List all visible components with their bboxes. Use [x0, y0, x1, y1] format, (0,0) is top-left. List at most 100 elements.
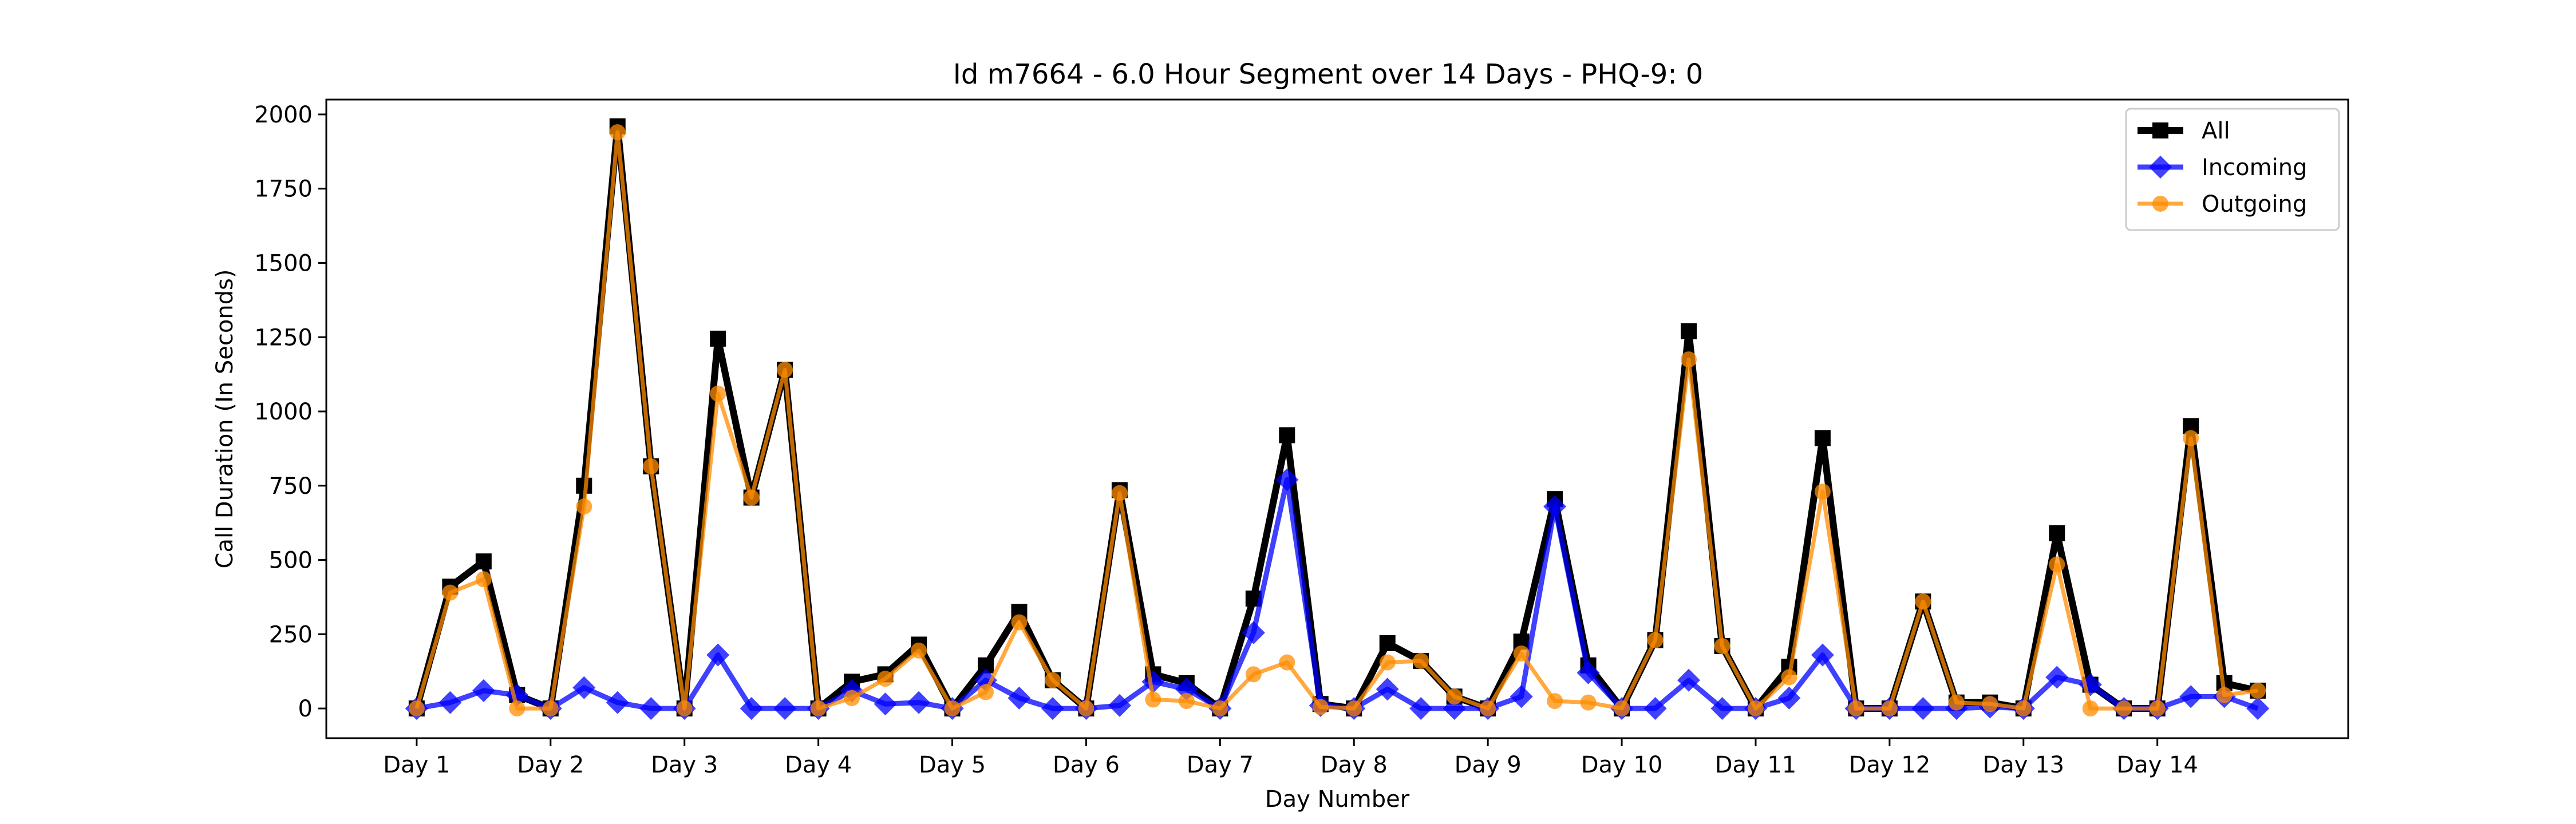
outgoing-point [844, 690, 860, 706]
incoming-point [907, 691, 931, 714]
legend-outgoing-point [2152, 196, 2168, 212]
all-point [710, 330, 726, 347]
legend-label: Outgoing [2202, 191, 2307, 217]
outgoing-point [2183, 430, 2199, 446]
outgoing-point [1379, 654, 1396, 671]
incoming-point [472, 679, 495, 702]
outgoing-point [1881, 700, 1898, 717]
x-tick-label: Day 2 [517, 752, 584, 778]
legend-item-outgoing: Outgoing [2138, 191, 2307, 217]
x-tick-label: Day 7 [1187, 752, 1254, 778]
legend-all-point [2152, 122, 2168, 138]
outgoing-point [643, 458, 659, 475]
y-tick-label: 1500 [254, 250, 313, 276]
incoming-point [572, 676, 596, 699]
x-tick-label: Day 14 [2116, 752, 2198, 778]
incoming-point [1108, 694, 1131, 717]
series-outgoing [408, 124, 2266, 717]
all-point [1279, 427, 1295, 443]
outgoing-point [408, 700, 425, 717]
all-point [2049, 525, 2065, 541]
incoming-point [1443, 697, 1466, 720]
y-tick-label: 1750 [254, 176, 313, 203]
outgoing-point [1714, 638, 1730, 655]
incoming-point [2045, 665, 2069, 689]
outgoing-point [1044, 672, 1061, 688]
outgoing-point [1145, 691, 1161, 708]
outgoing-point [911, 642, 927, 659]
outgoing-point [1681, 351, 1697, 368]
y-axis: 0 250 500 750 1000 1250 1500 1750 2000 [254, 102, 326, 722]
x-tick-label: Day 12 [1849, 752, 1931, 778]
y-tick-label: 750 [269, 473, 313, 500]
outgoing-point [1982, 696, 1998, 712]
incoming-point [1275, 468, 1299, 492]
all-point [1379, 635, 1396, 651]
y-tick-label: 250 [269, 621, 313, 648]
outgoing-point [2116, 700, 2132, 717]
outgoing-point [1011, 614, 1028, 631]
outgoing-point [1814, 484, 1831, 500]
x-tick-label: Day 3 [651, 752, 718, 778]
outgoing-point [1279, 654, 1295, 671]
outgoing-point [1178, 693, 1195, 710]
incoming-point [1510, 685, 1533, 708]
outgoing-point [1915, 593, 1931, 610]
outgoing-point [2216, 687, 2233, 703]
incoming-point [606, 691, 629, 714]
outgoing-point [1245, 666, 1262, 683]
outgoing-point [2082, 700, 2099, 717]
outgoing-point [1614, 700, 1630, 717]
incoming-point [1409, 697, 1433, 720]
all-point [475, 553, 492, 570]
outgoing-point [1948, 694, 1965, 711]
outgoing-point [1346, 700, 1362, 717]
legend-box [2125, 108, 2340, 231]
legend-label: All [2202, 118, 2230, 144]
outgoing-point [576, 498, 592, 515]
outgoing-point [509, 700, 526, 717]
outgoing-point [1513, 645, 1530, 662]
legend-item-all: All [2138, 118, 2230, 144]
outgoing-point [810, 700, 827, 717]
all-point [1681, 323, 1697, 339]
incoming-point [1577, 661, 1600, 684]
incoming-point [1543, 495, 1567, 518]
incoming-point [1911, 697, 1935, 720]
outgoing-point [609, 124, 626, 141]
incoming-point [1041, 697, 1064, 720]
incoming-point [438, 691, 462, 714]
incoming-point [706, 643, 730, 667]
outgoing-point [1580, 694, 1597, 711]
legend-incoming-point [2149, 156, 2172, 179]
x-axis: Day 1 Day 2 Day 3 Day 4 Day 5 Day 6 Day 7 Day 8… [383, 738, 2198, 778]
legend: All Incoming Outgoing [2125, 108, 2340, 231]
incoming-point [639, 697, 663, 720]
outgoing-point [710, 385, 726, 402]
outgoing-point [1647, 632, 1664, 648]
incoming-point [1811, 643, 1834, 667]
series-layer [405, 118, 2270, 720]
outgoing-point [877, 671, 894, 687]
plot-area [325, 98, 2349, 739]
incoming-point [1242, 621, 1265, 644]
outgoing-point [1747, 700, 1764, 717]
outgoing-point [442, 584, 459, 601]
incoming-point [2246, 697, 2270, 720]
y-tick-label: 1000 [254, 399, 313, 425]
x-tick-label: Day 6 [1053, 752, 1120, 778]
outgoing-point [1480, 700, 1496, 717]
outgoing-point [1413, 653, 1429, 670]
x-tick-label: Day 9 [1455, 752, 1522, 778]
incoming-point [1376, 678, 1399, 701]
outgoing-point [2049, 556, 2065, 573]
y-tick-label: 500 [269, 548, 313, 574]
incoming-point [1777, 686, 1801, 710]
outgoing-point [1312, 699, 1329, 715]
incoming-point [1710, 697, 1734, 720]
outgoing-point [1212, 700, 1228, 717]
incoming-point [740, 697, 763, 720]
incoming-point [773, 697, 797, 720]
incoming-point [874, 692, 897, 716]
